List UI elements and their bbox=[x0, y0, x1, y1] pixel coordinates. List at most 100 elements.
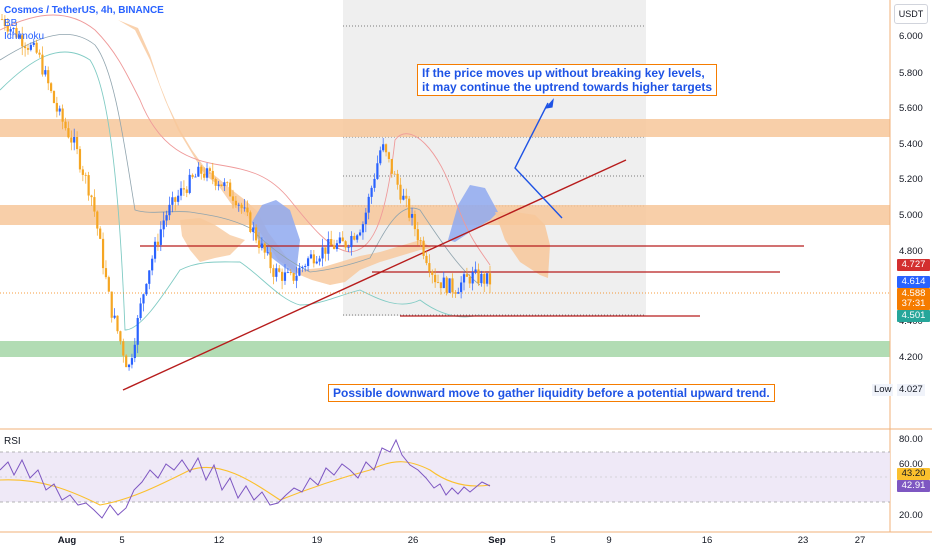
candle-body bbox=[387, 152, 391, 159]
price-axis-label: 6.000 bbox=[899, 31, 923, 42]
candle-body bbox=[370, 187, 373, 197]
indicator-bb[interactable]: BB bbox=[4, 18, 18, 29]
candle-body bbox=[439, 282, 443, 289]
demand-zone[interactable] bbox=[0, 341, 890, 357]
time-axis-label: 16 bbox=[701, 535, 713, 546]
candle-body bbox=[416, 229, 419, 241]
candle-body bbox=[3, 19, 6, 26]
candle-body bbox=[58, 108, 61, 112]
time-axis-label: 19 bbox=[311, 535, 323, 546]
candle-body bbox=[110, 291, 113, 318]
candle-body bbox=[61, 108, 64, 122]
candle-body bbox=[234, 200, 237, 206]
candle-body bbox=[304, 265, 307, 267]
rsi-tag-value: 42.91 bbox=[897, 480, 930, 492]
candle-body bbox=[194, 176, 197, 178]
supply-zone-lower[interactable] bbox=[0, 205, 890, 225]
candle-body bbox=[223, 182, 226, 187]
candle-body bbox=[171, 197, 174, 205]
candle-body bbox=[191, 174, 194, 178]
candle-body bbox=[457, 292, 460, 294]
candle-body bbox=[488, 273, 492, 285]
price-axis-label: 5.000 bbox=[899, 210, 923, 221]
candle-body bbox=[327, 239, 330, 254]
upper-annotation-line-2: it may continue the uptrend towards high… bbox=[422, 80, 713, 94]
candle-body bbox=[153, 241, 157, 259]
rsi-pane-label[interactable]: RSI bbox=[4, 436, 21, 447]
candle-body bbox=[208, 168, 212, 171]
time-axis-label: 27 bbox=[854, 535, 866, 546]
candle-body bbox=[462, 274, 466, 283]
candle-body bbox=[347, 247, 350, 248]
candle-body bbox=[353, 235, 356, 240]
candle-body bbox=[107, 277, 110, 292]
low-value: 4.027 bbox=[897, 384, 925, 396]
candle-body bbox=[246, 207, 249, 213]
candle-body bbox=[309, 254, 313, 259]
supply-zone-upper[interactable] bbox=[0, 119, 890, 137]
candle-body bbox=[465, 274, 468, 277]
candle-body bbox=[101, 238, 105, 269]
candle-body bbox=[448, 278, 451, 293]
rsi-axis-20: 20.00 bbox=[899, 510, 923, 521]
low-label: Low bbox=[872, 384, 894, 396]
candle-body bbox=[442, 277, 445, 289]
upper-annotation[interactable]: If the price moves up without breaking k… bbox=[417, 64, 718, 96]
candle-body bbox=[145, 283, 148, 295]
candle-body bbox=[136, 318, 139, 345]
candle-body bbox=[188, 174, 191, 193]
candle-body bbox=[425, 255, 428, 264]
candle-body bbox=[298, 267, 301, 276]
price-tag-bb-basis: 4.614 bbox=[897, 276, 930, 288]
candle-body bbox=[283, 272, 287, 281]
time-axis-label: Aug bbox=[57, 535, 77, 546]
candle-body bbox=[67, 128, 70, 138]
candle-body bbox=[376, 163, 379, 179]
candle-body bbox=[419, 240, 422, 242]
candle-body bbox=[338, 237, 341, 244]
candle-body bbox=[159, 229, 162, 245]
time-axis-label: Sep bbox=[488, 535, 506, 546]
candle-body bbox=[243, 207, 246, 209]
candle-body bbox=[29, 44, 32, 50]
lower-annotation[interactable]: Possible downward move to gather liquidi… bbox=[328, 384, 775, 402]
candle-body bbox=[125, 355, 128, 368]
symbol-title[interactable]: Cosmos / TetherUS, 4h, BINANCE bbox=[4, 5, 164, 16]
candle-body bbox=[422, 240, 425, 256]
candle-body bbox=[44, 70, 47, 75]
time-axis-label: 26 bbox=[407, 535, 419, 546]
price-tag-last: 4.588 bbox=[897, 288, 930, 300]
rsi-axis-60: 60.00 bbox=[899, 459, 923, 470]
key-levels[interactable] bbox=[140, 245, 804, 317]
time-axis-label: 23 bbox=[797, 535, 809, 546]
price-axis-label: 5.200 bbox=[899, 174, 923, 185]
candle-body bbox=[434, 274, 437, 283]
candle-body bbox=[483, 273, 486, 284]
candlestick-series[interactable] bbox=[0, 13, 492, 371]
candle-body bbox=[226, 182, 229, 184]
projection-box bbox=[343, 0, 646, 316]
candle-body bbox=[278, 268, 281, 272]
currency-button[interactable]: USDT bbox=[894, 4, 928, 24]
candle-body bbox=[445, 277, 448, 293]
candle-body bbox=[78, 149, 82, 170]
projection-arrow-path bbox=[514, 102, 563, 219]
rising-trendline[interactable] bbox=[122, 159, 627, 391]
candle-body bbox=[332, 245, 336, 249]
candle-body bbox=[257, 240, 261, 249]
candle-body bbox=[318, 258, 321, 262]
candle-body bbox=[344, 241, 347, 248]
candle-body bbox=[315, 261, 318, 264]
indicator-ichimoku[interactable]: Ichimoku bbox=[4, 31, 45, 42]
candle-body bbox=[431, 271, 434, 275]
ichimoku-cloud-bullish-1 bbox=[252, 200, 300, 275]
candle-body bbox=[203, 173, 206, 178]
candle-body bbox=[480, 273, 483, 284]
chart-legend: Cosmos / TetherUS, 4h, BINANCE BB Ichimo… bbox=[4, 4, 164, 43]
candle-body bbox=[38, 52, 41, 55]
candle-body bbox=[0, 18, 4, 20]
projection-arrow-head bbox=[544, 98, 554, 109]
ichimoku-cloud-bullish-2 bbox=[448, 185, 498, 242]
candle-body bbox=[231, 196, 235, 201]
candle-body bbox=[24, 46, 27, 49]
